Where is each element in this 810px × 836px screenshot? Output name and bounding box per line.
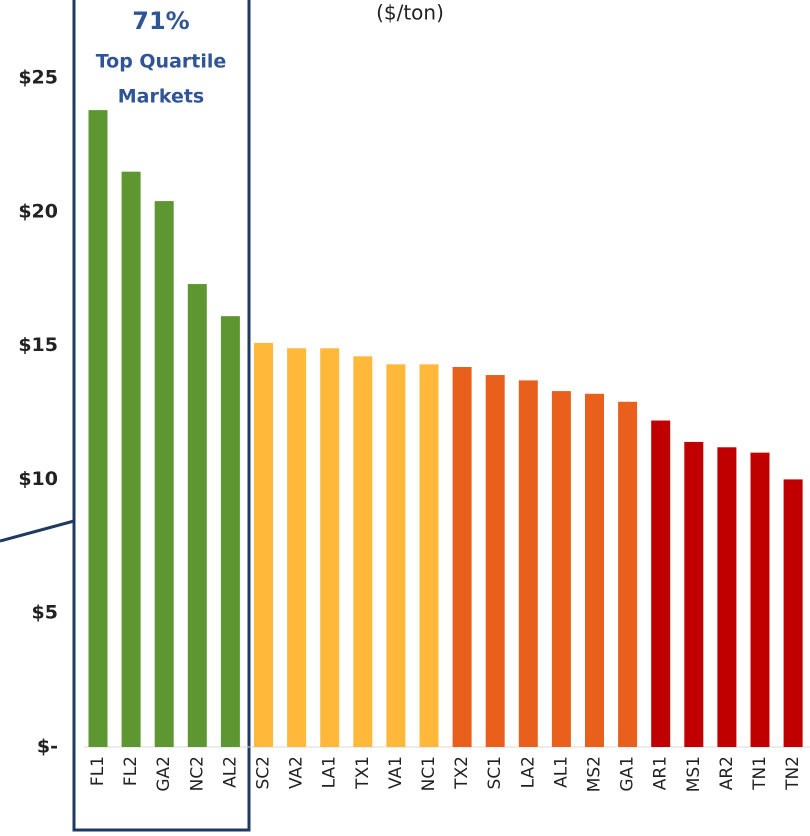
bar: [121, 171, 141, 747]
connector-line: [0, 519, 75, 543]
bar: [220, 316, 240, 747]
bar: [386, 364, 406, 747]
x-tick-label: FL1: [88, 756, 108, 786]
x-tick-label: NC1: [419, 756, 439, 791]
bar: [551, 391, 571, 747]
y-tick-label: $5: [32, 602, 58, 624]
x-tick-label: AL2: [220, 756, 240, 788]
chart-title: ($/ton): [376, 1, 444, 25]
x-tick-label: LA2: [518, 756, 538, 788]
x-tick-label: GA1: [618, 756, 638, 792]
x-tick-label: VA1: [386, 756, 406, 789]
annotation-headline: 71%: [132, 7, 189, 35]
x-tick-label: MS2: [585, 756, 605, 792]
bar: [254, 342, 273, 747]
bar: [717, 447, 737, 747]
x-tick-label: NC2: [187, 756, 207, 791]
y-tick-label: $25: [18, 67, 58, 89]
x-tick-label: AL1: [551, 756, 571, 788]
bar: [783, 479, 803, 747]
bar: [187, 284, 207, 747]
x-tick-label: MS1: [684, 756, 704, 792]
bar: [88, 110, 108, 747]
bar: [585, 393, 604, 747]
y-tick-label: $-: [37, 736, 58, 758]
bar: [750, 452, 770, 747]
x-tick-label: TN1: [750, 756, 770, 791]
x-tick-label: TX1: [353, 756, 373, 790]
x-tick-label: VA2: [287, 756, 307, 789]
x-tick-label: AR1: [651, 756, 671, 790]
bar: [618, 401, 638, 747]
bar: [485, 375, 505, 747]
bar: [684, 441, 704, 747]
y-tick-label: $15: [18, 334, 58, 356]
y-tick-label: $20: [18, 200, 58, 222]
highlight-box: [72, 0, 251, 832]
x-tick-label: LA1: [320, 756, 340, 788]
x-tick-label: TN2: [783, 756, 803, 791]
x-tick-label: SC2: [254, 756, 274, 789]
bar: [419, 364, 439, 747]
bar: [287, 348, 307, 747]
bar: [518, 380, 538, 747]
x-tick-label: GA2: [154, 756, 174, 792]
annotation-text: Markets: [118, 86, 205, 108]
bar: [651, 420, 671, 747]
x-tick-label: TX2: [452, 756, 472, 790]
x-tick-label: SC1: [485, 756, 505, 789]
annotation-text: Top Quartile: [96, 51, 227, 73]
bar: [452, 367, 472, 747]
x-tick-label: AR2: [717, 756, 737, 790]
bar: [353, 356, 373, 747]
x-tick-label: FL2: [121, 756, 141, 786]
y-tick-label: $10: [18, 468, 58, 490]
bar: [154, 201, 174, 747]
bar: [320, 348, 340, 747]
